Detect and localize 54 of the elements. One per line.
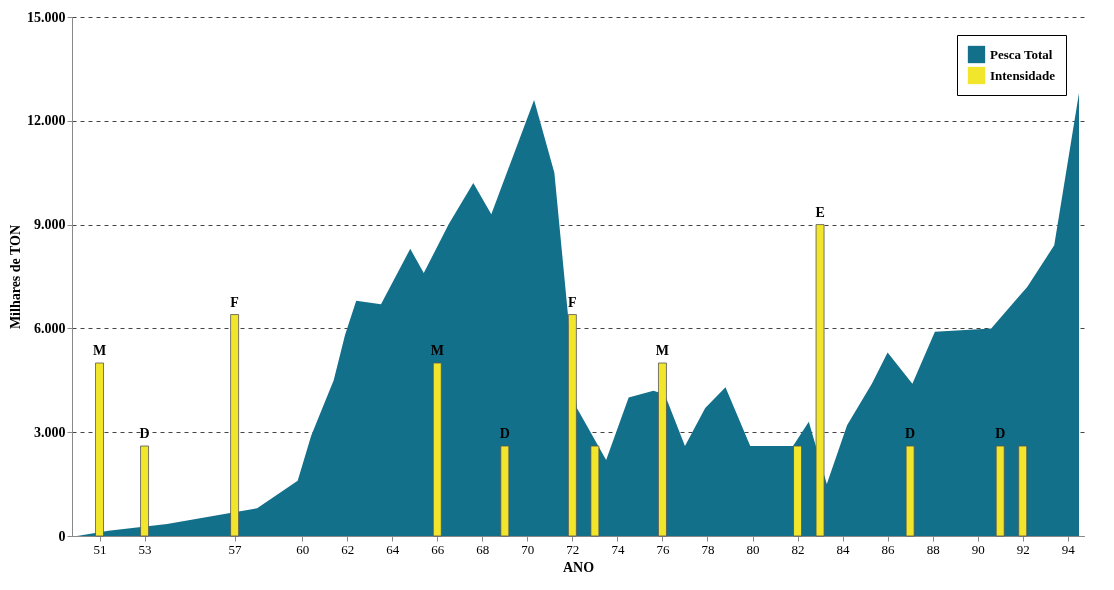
bar — [230, 314, 240, 537]
bar — [815, 224, 825, 537]
data-label: F — [568, 294, 577, 310]
x-tick-label: 78 — [701, 541, 715, 557]
bar — [140, 445, 149, 537]
x-tick-label: 72 — [566, 541, 580, 557]
bar — [95, 362, 104, 537]
x-tick-label: 57 — [228, 541, 243, 557]
y-tick-label: 0 — [58, 528, 66, 544]
x-tick-label: 64 — [386, 541, 400, 557]
bar — [500, 445, 510, 537]
x-tick-label: 74 — [611, 541, 625, 557]
x-tick-label: 92 — [1016, 541, 1030, 557]
x-tick-label: 62 — [341, 541, 355, 557]
x-tick-label: 90 — [971, 541, 985, 557]
x-tick-label: 94 — [1061, 541, 1076, 557]
legend-label: Pesca Total — [990, 46, 1053, 62]
x-tick-label: 84 — [836, 541, 851, 557]
bar — [995, 445, 1005, 537]
x-tick-label: 51 — [93, 541, 107, 557]
data-label: F — [230, 294, 239, 310]
bar — [905, 445, 915, 537]
x-tick-label: 66 — [431, 541, 445, 557]
data-label: D — [995, 426, 1006, 442]
data-label: D — [905, 426, 916, 442]
x-tick-label: 80 — [746, 541, 760, 557]
bar — [1018, 445, 1028, 537]
x-tick-label: 60 — [296, 541, 310, 557]
data-label: D — [499, 426, 510, 442]
x-tick-label: 70 — [521, 541, 535, 557]
bar — [793, 445, 802, 537]
data-label: M — [92, 343, 107, 358]
data-label: E — [815, 204, 825, 220]
x-tick-label: 68 — [476, 541, 490, 557]
y-tick-label: 15.000 — [27, 9, 66, 25]
bar — [590, 445, 600, 537]
data-label: M — [655, 343, 670, 358]
x-tick-label: 53 — [138, 541, 152, 557]
x-tick-label: 88 — [926, 541, 940, 557]
bar — [567, 314, 577, 537]
x-tick-label: 76 — [656, 541, 670, 557]
data-label: M — [430, 343, 444, 358]
y-tick-label: 6.000 — [34, 320, 66, 336]
legend-label: Intensidade — [990, 67, 1056, 83]
bar — [658, 362, 667, 537]
y-axis-title: Milhares de TON — [8, 224, 23, 330]
y-tick-label: 3.000 — [34, 424, 66, 440]
bar — [432, 362, 442, 537]
x-tick-label: 82 — [791, 541, 805, 557]
y-tick-label: 12.000 — [27, 113, 66, 129]
x-axis-title: ANO — [562, 559, 595, 575]
data-label: D — [139, 426, 150, 442]
y-tick-label: 9.000 — [34, 217, 66, 233]
x-tick-label: 86 — [881, 541, 896, 557]
